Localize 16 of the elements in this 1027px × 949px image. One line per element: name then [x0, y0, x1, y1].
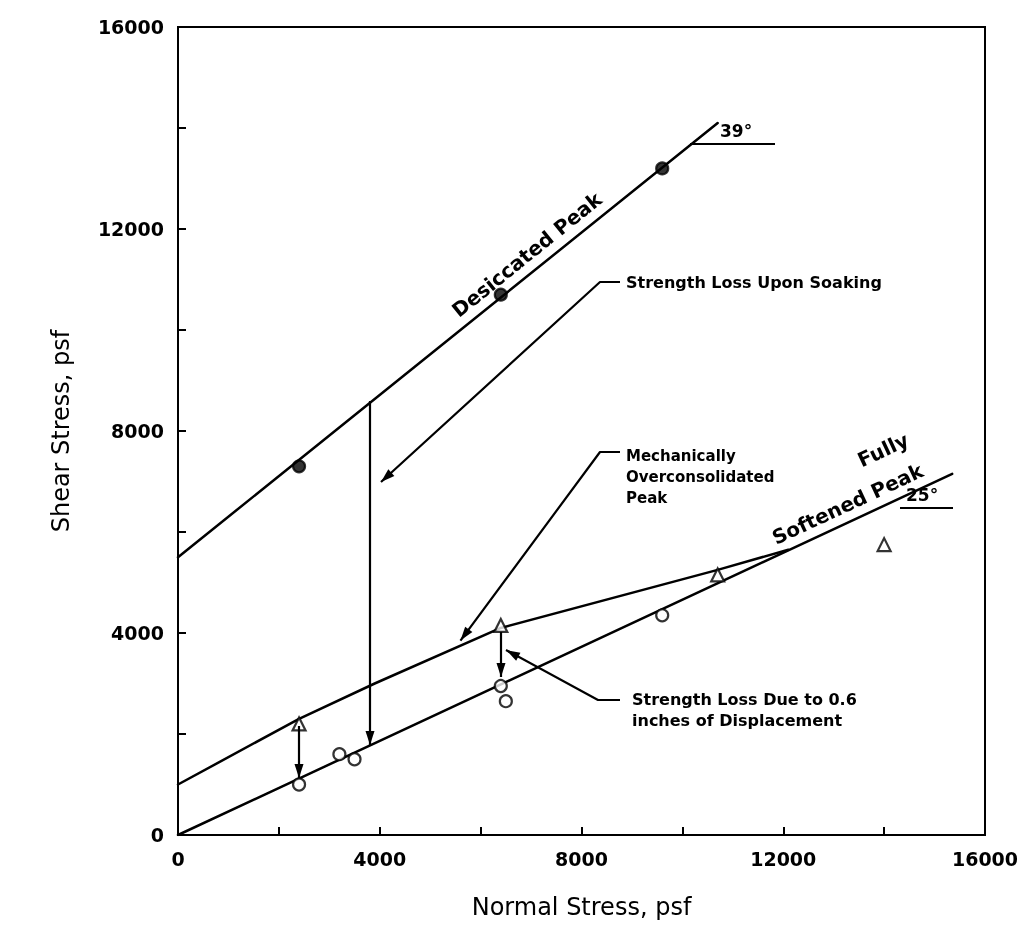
annotation: Strength Loss Due to 0.6 inches of Displacement — [632, 690, 857, 730]
x-tick-label: 16000 — [951, 847, 1019, 870]
annotation: 39° — [720, 120, 753, 142]
annotation: Strength Loss Upon Soaking — [626, 272, 882, 292]
y-tick-label: 4000 — [111, 622, 164, 644]
y-tick-label: 12000 — [97, 218, 164, 240]
annotation: Mechanically Overconsolidated Peak — [626, 447, 775, 507]
y-axis-title: Shear Stress, psf — [47, 329, 75, 533]
x-tick-label: 4000 — [353, 847, 407, 870]
x-tick-label: 0 — [171, 847, 185, 870]
x-axis-title: Normal Stress, psf — [471, 893, 692, 921]
x-tick-label: 12000 — [750, 847, 817, 870]
y-tick-label: 0 — [150, 824, 164, 846]
y-tick-label: 16000 — [97, 16, 164, 38]
y-tick-label: 8000 — [111, 420, 164, 442]
x-tick-label: 8000 — [555, 847, 608, 870]
